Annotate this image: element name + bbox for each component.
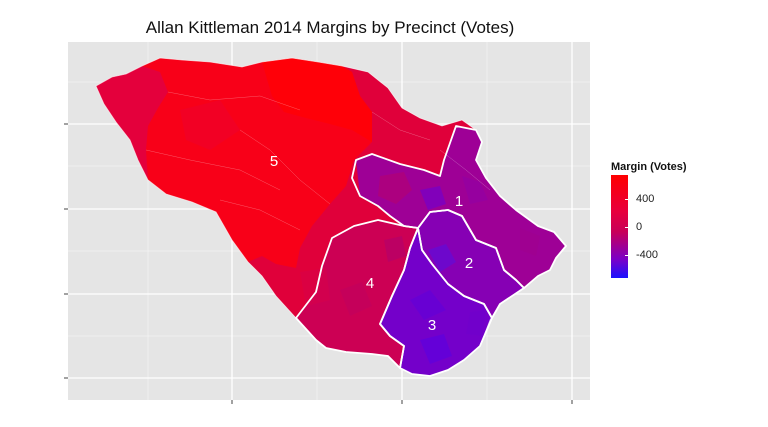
district-labels: 5 1 2 3 4: [270, 153, 473, 334]
legend-tick: [625, 199, 628, 200]
district-5-north: [262, 58, 372, 142]
map-title: Allan Kittleman 2014 Margins by Precinct…: [145, 18, 515, 37]
precinct-borders: [145, 91, 491, 231]
legend-title: Margin (Votes): [611, 161, 687, 173]
legend-label-0: 0: [636, 221, 643, 233]
legend-color-bar: [611, 175, 628, 278]
county-outline: [95, 57, 567, 377]
district-4-label: 4: [366, 275, 374, 292]
legend-tick: [625, 255, 628, 256]
legend-label-400: 400: [636, 193, 655, 205]
district-1-label: 1: [455, 193, 463, 210]
district-5-label: 5: [270, 153, 278, 170]
district-3-label: 3: [428, 317, 436, 334]
district-5-west: [96, 66, 168, 180]
axis-ticks: [64, 123, 573, 404]
district-2-area: [418, 210, 524, 318]
legend-label-neg400: -400: [636, 249, 659, 261]
district-2-label: 2: [465, 255, 473, 272]
legend-tick: [625, 227, 628, 228]
precinct-patches: [180, 100, 540, 364]
